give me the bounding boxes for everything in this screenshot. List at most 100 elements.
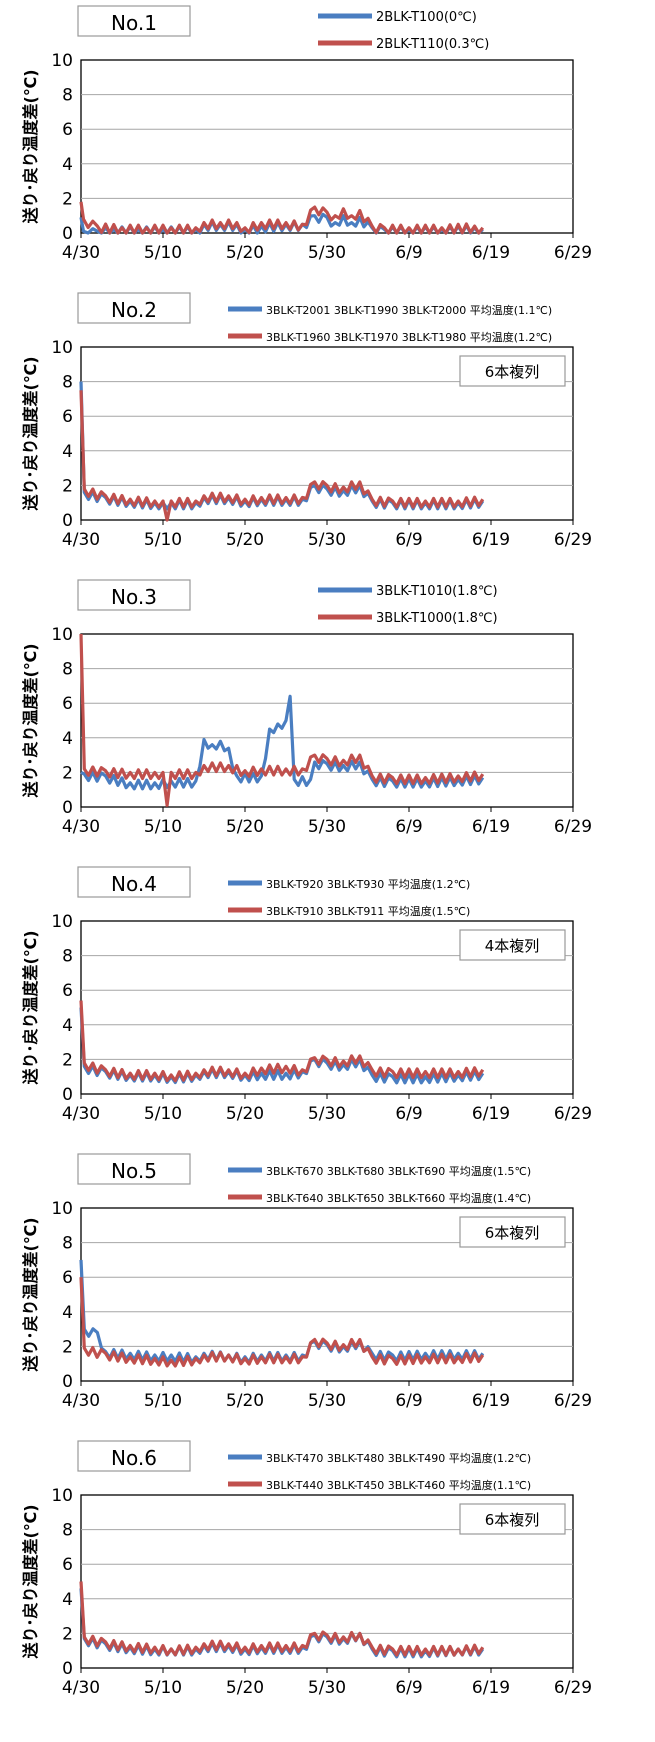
x-tick-label: 6/29 [554, 1678, 592, 1698]
chart-number-label: No.1 [111, 11, 157, 35]
note-label: 6本複列 [485, 1511, 540, 1529]
y-tick-label: 4 [62, 729, 73, 749]
y-tick-label: 8 [62, 660, 73, 680]
chart-number-label: No.6 [111, 1446, 157, 1470]
note-box [459, 1216, 566, 1248]
x-tick-label: 5/10 [144, 817, 182, 837]
legend-label: 3BLK-T440 3BLK-T450 3BLK-T460 平均温度(1.1℃) [266, 1478, 531, 1492]
x-tick-label: 6/19 [472, 243, 510, 263]
x-tick-label: 6/19 [472, 817, 510, 837]
y-tick-label: 10 [51, 625, 73, 645]
chart-number-label: No.3 [111, 585, 157, 609]
y-tick-label: 4 [62, 442, 73, 462]
x-tick-label: 6/29 [554, 530, 592, 550]
y-axis-label: 送り･戻り温度差(℃) [21, 356, 40, 511]
y-tick-label: 0 [62, 1372, 73, 1392]
x-tick-label: 5/10 [144, 1391, 182, 1411]
chart-number-label: No.4 [111, 872, 157, 896]
y-tick-label: 2 [62, 1050, 73, 1070]
y-tick-label: 0 [62, 224, 73, 244]
x-tick-label: 5/20 [226, 1391, 264, 1411]
x-tick-label: 6/9 [395, 243, 422, 263]
plot-area [80, 59, 574, 234]
y-tick-label: 4 [62, 1016, 73, 1036]
y-tick-label: 2 [62, 763, 73, 783]
note-label: 6本複列 [485, 363, 540, 381]
y-axis-label: 送り･戻り温度差(℃) [21, 643, 40, 798]
x-tick-label: 4/30 [62, 1678, 100, 1698]
x-tick-label: 4/30 [62, 530, 100, 550]
chart-number-box [77, 292, 191, 324]
x-tick-label: 5/20 [226, 243, 264, 263]
y-tick-label: 4 [62, 1303, 73, 1323]
y-tick-label: 0 [62, 798, 73, 818]
note-box [459, 1503, 566, 1535]
y-tick-label: 4 [62, 155, 73, 175]
x-tick-label: 6/9 [395, 530, 422, 550]
y-tick-label: 2 [62, 476, 73, 496]
y-tick-label: 2 [62, 1337, 73, 1357]
x-tick-label: 5/30 [308, 817, 346, 837]
y-tick-label: 4 [62, 1590, 73, 1610]
y-tick-label: 6 [62, 981, 73, 1001]
note-label: 4本複列 [485, 937, 540, 955]
x-tick-label: 6/9 [395, 817, 422, 837]
legend-label: 2BLK-T100(0℃) [376, 10, 477, 25]
x-tick-label: 4/30 [62, 817, 100, 837]
x-tick-label: 6/29 [554, 243, 592, 263]
chart-number-box [77, 1440, 191, 1472]
series-line-red [79, 633, 485, 807]
legend-label: 3BLK-T640 3BLK-T650 3BLK-T660 平均温度(1.4℃) [266, 1191, 531, 1205]
x-tick-label: 6/9 [395, 1391, 422, 1411]
y-tick-label: 10 [51, 51, 73, 71]
x-tick-label: 6/29 [554, 817, 592, 837]
chart-number-label: No.5 [111, 1159, 157, 1183]
x-tick-label: 5/20 [226, 1104, 264, 1124]
x-tick-label: 6/19 [472, 1391, 510, 1411]
series-line-red [79, 201, 485, 235]
series-line-red [79, 1581, 485, 1657]
y-tick-label: 10 [51, 912, 73, 932]
x-tick-label: 5/30 [308, 1104, 346, 1124]
y-tick-label: 0 [62, 1659, 73, 1679]
legend-label: 3BLK-T920 3BLK-T930 平均温度(1.2℃) [266, 877, 470, 891]
note-box [459, 929, 566, 961]
y-tick-label: 0 [62, 511, 73, 531]
x-tick-label: 5/20 [226, 1678, 264, 1698]
x-tick-label: 5/30 [308, 530, 346, 550]
note-box [459, 355, 566, 387]
y-axis-label: 送り･戻り温度差(℃) [21, 1504, 40, 1659]
legend-label: 3BLK-T470 3BLK-T480 3BLK-T490 平均温度(1.2℃) [266, 1451, 531, 1465]
x-tick-label: 5/10 [144, 1104, 182, 1124]
x-tick-label: 5/10 [144, 530, 182, 550]
y-tick-label: 0 [62, 1085, 73, 1105]
x-tick-label: 6/29 [554, 1391, 592, 1411]
plot-area [80, 633, 574, 808]
chart-number-box [77, 866, 191, 898]
legend-label: 3BLK-T1000(1.8℃) [376, 611, 498, 626]
series-line-red [79, 390, 485, 522]
x-tick-label: 5/20 [226, 817, 264, 837]
series-line-red [79, 1277, 485, 1368]
legend-label: 3BLK-T1010(1.8℃) [376, 584, 498, 599]
x-tick-label: 4/30 [62, 1104, 100, 1124]
legend-label: 3BLK-T1960 3BLK-T1970 3BLK-T1980 平均温度(1.… [266, 330, 552, 344]
x-tick-label: 6/19 [472, 530, 510, 550]
x-tick-label: 4/30 [62, 1391, 100, 1411]
y-tick-label: 8 [62, 1234, 73, 1254]
x-tick-label: 5/30 [308, 1391, 346, 1411]
y-tick-label: 10 [51, 1486, 73, 1506]
y-tick-label: 6 [62, 120, 73, 140]
y-tick-label: 8 [62, 1521, 73, 1541]
legend-label: 2BLK-T110(0.3℃) [376, 37, 489, 52]
y-tick-label: 10 [51, 338, 73, 358]
x-tick-label: 6/29 [554, 1104, 592, 1124]
x-tick-label: 6/19 [472, 1678, 510, 1698]
y-axis-label: 送り･戻り温度差(℃) [21, 1217, 40, 1372]
legend-label: 3BLK-T910 3BLK-T911 平均温度(1.5℃) [266, 904, 470, 918]
x-tick-label: 5/10 [144, 1678, 182, 1698]
x-tick-label: 6/9 [395, 1678, 422, 1698]
y-tick-label: 6 [62, 1268, 73, 1288]
